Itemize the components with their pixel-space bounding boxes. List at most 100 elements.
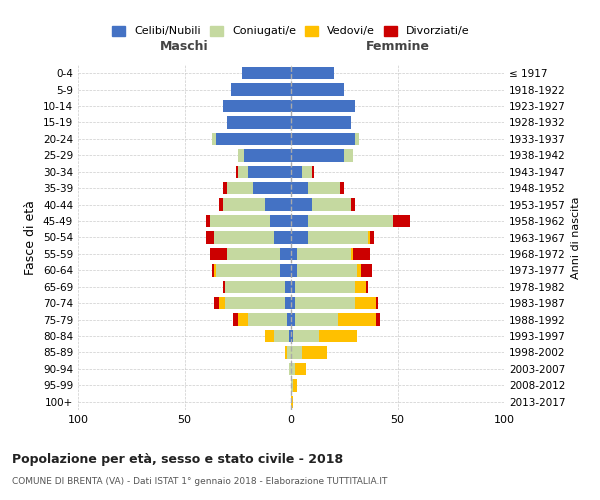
Bar (280, 264, 291, 276)
Bar (308, 232, 368, 243)
Bar (361, 264, 372, 276)
Bar (238, 166, 248, 178)
Bar (210, 248, 227, 260)
Bar (291, 264, 298, 276)
Bar (291, 182, 308, 194)
Bar (291, 166, 302, 178)
Bar (214, 264, 217, 276)
Bar (291, 314, 295, 326)
Bar (313, 198, 350, 211)
Bar (233, 314, 238, 326)
Bar (223, 100, 291, 112)
Bar (291, 215, 308, 227)
Bar (293, 379, 298, 392)
Bar (223, 182, 227, 194)
Bar (393, 215, 410, 227)
Bar (227, 248, 280, 260)
Bar (355, 133, 359, 145)
Text: COMUNE DI BRENTA (VA) - Dati ISTAT 1° gennaio 2018 - Elaborazione TUTTITALIA.IT: COMUNE DI BRENTA (VA) - Dati ISTAT 1° ge… (12, 478, 388, 486)
Bar (308, 182, 340, 194)
Bar (242, 67, 291, 80)
Bar (232, 84, 291, 96)
Bar (287, 346, 291, 358)
Bar (313, 166, 314, 178)
Bar (368, 232, 370, 243)
Bar (291, 149, 344, 162)
Bar (344, 149, 353, 162)
Bar (253, 182, 291, 194)
Bar (270, 215, 291, 227)
Bar (218, 297, 225, 310)
Bar (218, 198, 223, 211)
Bar (212, 133, 217, 145)
Bar (376, 314, 380, 326)
Bar (350, 248, 353, 260)
Bar (302, 346, 327, 358)
Bar (295, 314, 338, 326)
Bar (206, 215, 210, 227)
Bar (284, 297, 291, 310)
Bar (308, 215, 393, 227)
Bar (206, 232, 214, 243)
Y-axis label: Anni di nascita: Anni di nascita (571, 196, 581, 279)
Bar (295, 280, 355, 293)
Bar (217, 264, 280, 276)
Bar (291, 116, 350, 128)
Bar (353, 248, 370, 260)
Bar (338, 314, 376, 326)
Text: Popolazione per età, sesso e stato civile - 2018: Popolazione per età, sesso e stato civil… (12, 452, 343, 466)
Bar (214, 297, 218, 310)
Bar (350, 198, 355, 211)
Bar (287, 314, 291, 326)
Bar (295, 363, 306, 375)
Bar (212, 264, 214, 276)
Y-axis label: Fasce di età: Fasce di età (25, 200, 37, 275)
Bar (357, 264, 361, 276)
Bar (293, 330, 319, 342)
Bar (214, 232, 274, 243)
Bar (370, 232, 374, 243)
Bar (319, 330, 357, 342)
Bar (289, 363, 291, 375)
Bar (355, 280, 365, 293)
Bar (376, 297, 379, 310)
Bar (365, 280, 368, 293)
Bar (274, 232, 291, 243)
Bar (291, 330, 293, 342)
Bar (227, 116, 291, 128)
Legend: Celibi/Nubili, Coniugati/e, Vedovi/e, Divorziati/e: Celibi/Nubili, Coniugati/e, Vedovi/e, Di… (109, 22, 473, 40)
Bar (248, 166, 291, 178)
Bar (291, 67, 334, 80)
Bar (284, 280, 291, 293)
Bar (298, 248, 350, 260)
Bar (291, 297, 295, 310)
Bar (244, 149, 291, 162)
Bar (280, 248, 291, 260)
Text: Maschi: Maschi (160, 40, 209, 54)
Bar (291, 379, 293, 392)
Bar (291, 100, 355, 112)
Bar (340, 182, 344, 194)
Bar (291, 363, 295, 375)
Bar (225, 297, 284, 310)
Bar (227, 182, 253, 194)
Bar (248, 314, 287, 326)
Bar (210, 215, 270, 227)
Bar (238, 149, 244, 162)
Bar (355, 297, 376, 310)
Bar (265, 198, 291, 211)
Bar (225, 280, 284, 293)
Bar (298, 264, 357, 276)
Bar (291, 84, 344, 96)
Bar (238, 314, 248, 326)
Bar (274, 330, 289, 342)
Bar (291, 280, 295, 293)
Bar (291, 396, 293, 408)
Bar (217, 133, 291, 145)
Bar (291, 232, 308, 243)
Bar (291, 133, 355, 145)
Bar (265, 330, 274, 342)
Bar (291, 346, 302, 358)
Bar (302, 166, 312, 178)
Bar (295, 297, 355, 310)
